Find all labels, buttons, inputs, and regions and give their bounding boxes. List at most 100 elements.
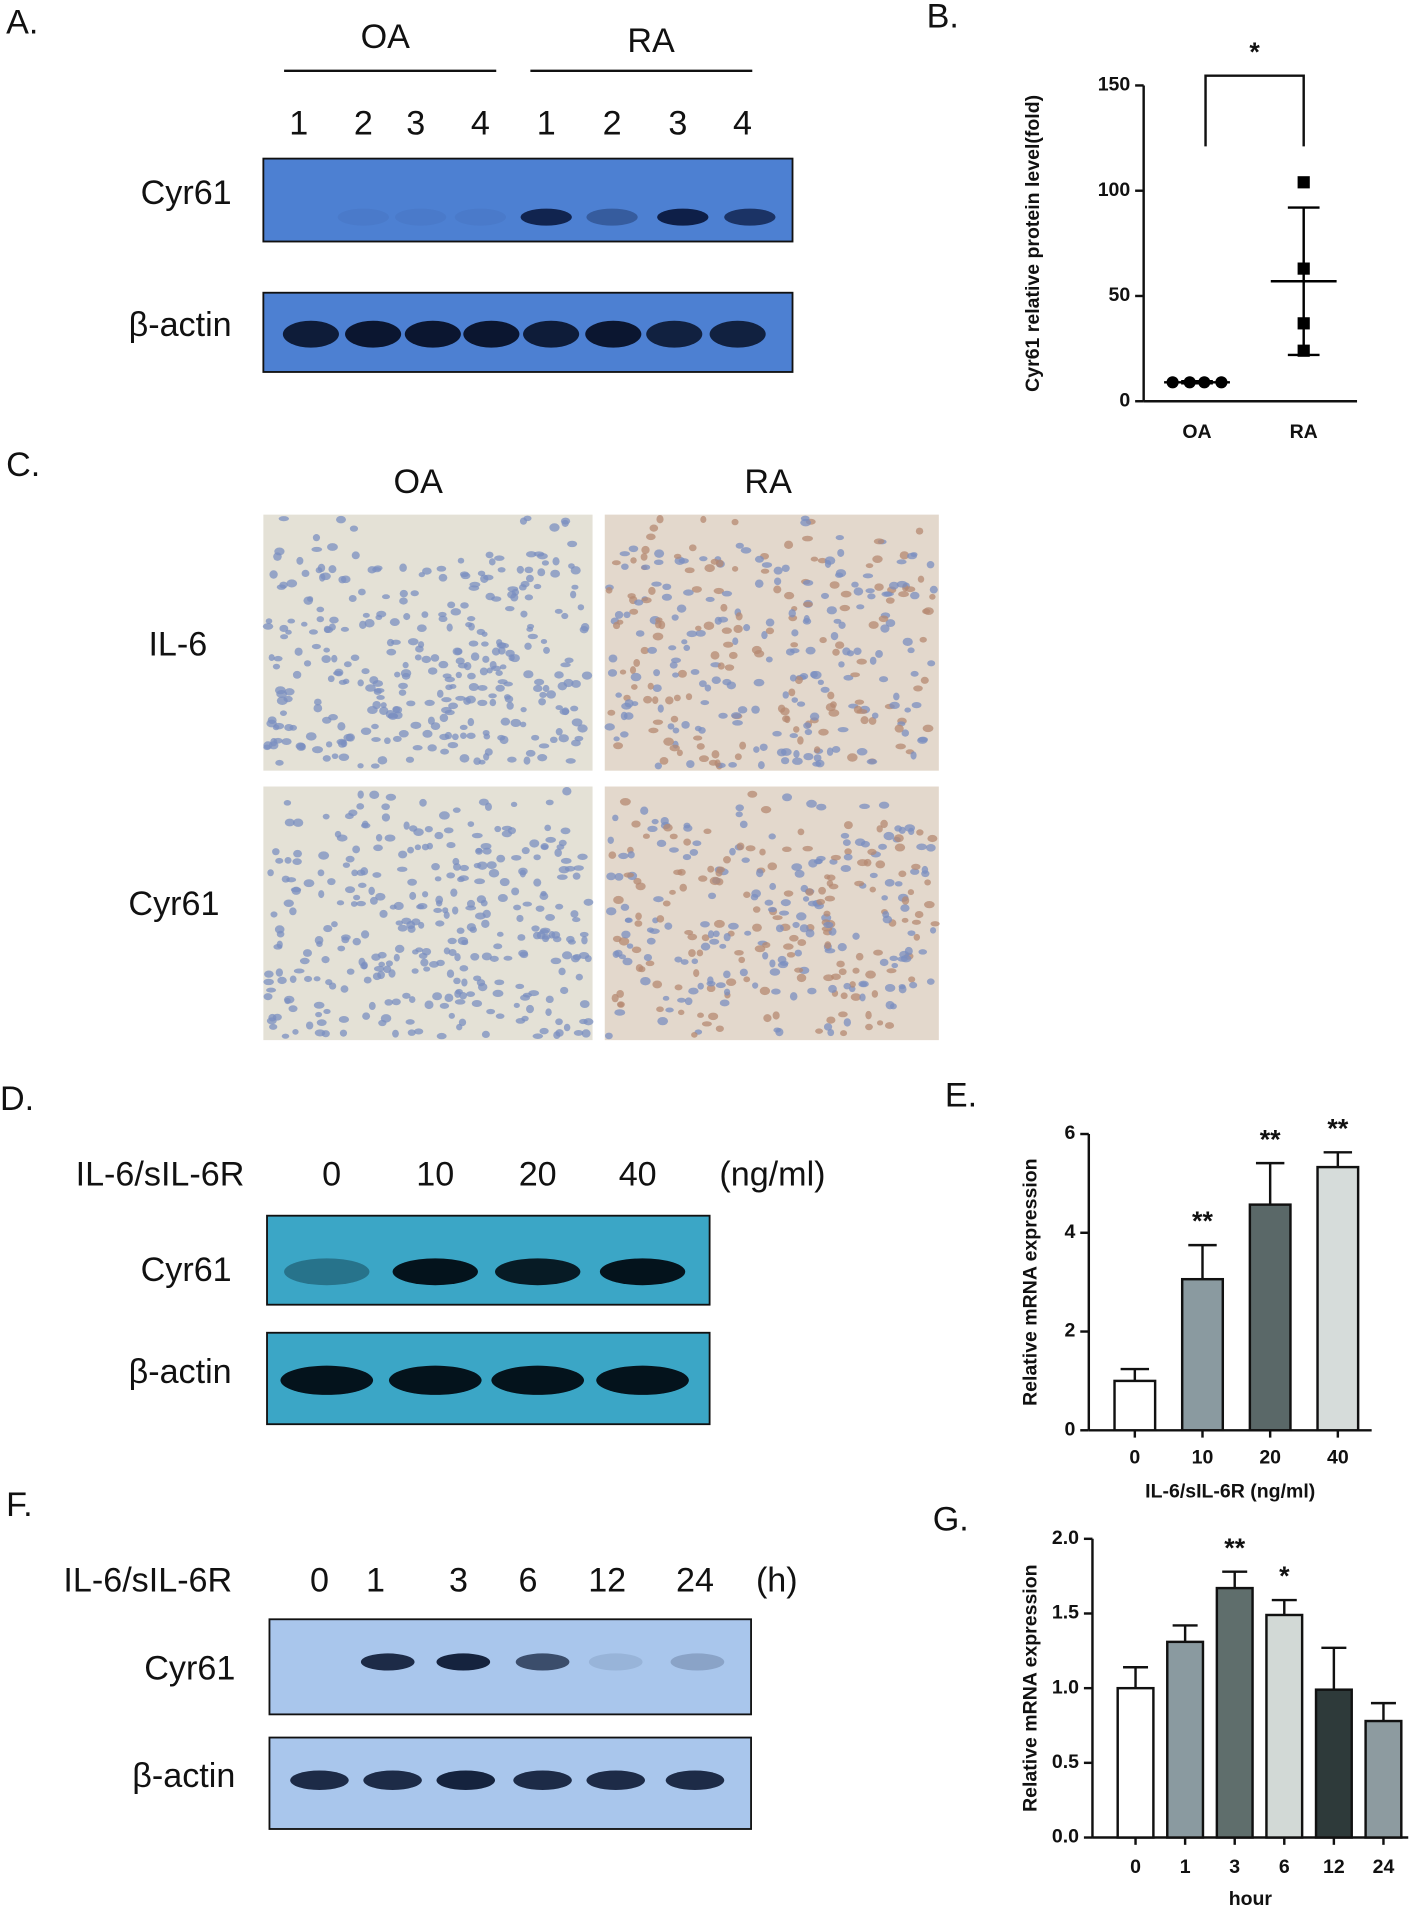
nucleus (802, 535, 813, 542)
nucleus (276, 940, 283, 949)
nucleus (477, 699, 488, 707)
nucleus (444, 993, 454, 1003)
nucleus (510, 718, 522, 728)
nucleus (509, 654, 520, 663)
nucleus (878, 843, 887, 850)
nucleus (474, 878, 486, 885)
nucleus (782, 846, 792, 853)
treatment-label: IL-6/sIL-6R (63, 1562, 232, 1600)
nucleus (499, 735, 509, 745)
nucleus (711, 676, 721, 685)
nucleus (410, 590, 419, 597)
nucleus (865, 970, 876, 979)
nucleus (837, 726, 849, 733)
nucleus (612, 950, 620, 958)
significance-label: ** (1224, 1533, 1245, 1563)
nucleus (679, 883, 687, 892)
nucleus (312, 746, 323, 754)
nucleus (377, 951, 387, 959)
nucleus (416, 624, 427, 632)
nucleus (683, 589, 694, 596)
nucleus (880, 624, 890, 633)
nucleus (552, 936, 562, 943)
nucleus (910, 670, 919, 677)
nucleus (646, 937, 656, 945)
dose-label: 10 (416, 1156, 454, 1194)
band (670, 1653, 725, 1671)
nucleus (837, 548, 845, 557)
nucleus (545, 995, 554, 1004)
nucleus (478, 759, 486, 765)
nucleus (411, 918, 421, 926)
nucleus (550, 569, 561, 578)
nucleus (544, 824, 552, 832)
nucleus (604, 1032, 613, 1040)
nucleus (572, 872, 581, 880)
nucleus (427, 667, 438, 675)
nucleus (489, 660, 497, 670)
nucleus (719, 943, 727, 949)
nucleus (723, 641, 734, 648)
nucleus (689, 849, 699, 856)
nucleus (898, 983, 906, 990)
nucleus (284, 818, 295, 827)
nucleus (443, 827, 454, 834)
nucleus (531, 734, 540, 741)
nucleus (369, 790, 380, 799)
nucleus (929, 927, 937, 934)
nucleus (316, 1019, 327, 1026)
nucleus (392, 705, 401, 713)
nucleus (865, 1023, 873, 1031)
nucleus (358, 588, 366, 596)
nucleus (817, 679, 824, 686)
error-bar (1222, 1570, 1248, 1589)
nucleus (265, 618, 273, 624)
nucleus (525, 551, 537, 558)
nucleus (499, 877, 510, 887)
nucleus (708, 1012, 719, 1021)
nucleus (532, 1033, 544, 1039)
nucleus (673, 553, 682, 559)
nucleus (777, 704, 786, 713)
nucleus (465, 621, 473, 628)
nucleus (452, 807, 461, 813)
nucleus (391, 639, 401, 645)
bar (1166, 1640, 1205, 1839)
band (665, 1770, 725, 1790)
nucleus (407, 878, 417, 886)
nucleus (285, 629, 292, 635)
nucleus (479, 667, 488, 676)
nucleus (438, 573, 448, 582)
nucleus (520, 706, 527, 713)
nucleus (384, 834, 396, 842)
nucleus (672, 727, 680, 734)
nucleus (389, 904, 397, 910)
nucleus (730, 712, 742, 719)
nucleus (878, 801, 890, 809)
nucleus (519, 869, 526, 878)
nucleus (281, 738, 292, 745)
nucleus (624, 699, 634, 708)
nucleus (805, 646, 816, 655)
nucleus (272, 848, 280, 856)
nucleus (564, 657, 574, 664)
nucleus (894, 881, 903, 887)
nucleus (506, 701, 514, 710)
nucleus (886, 968, 897, 974)
nucleus (780, 748, 792, 756)
nucleus (919, 636, 927, 643)
nucleus (313, 976, 321, 982)
nucleus (523, 515, 532, 522)
nucleus (697, 1012, 704, 1018)
nucleus (467, 672, 476, 680)
dose-label: 40 (619, 1156, 657, 1194)
nucleus (467, 718, 475, 727)
nucleus (792, 757, 803, 765)
nucleus (924, 901, 935, 909)
nucleus (732, 720, 743, 726)
band (395, 208, 447, 226)
nucleus (357, 679, 364, 687)
nucleus (629, 608, 639, 615)
nucleus (377, 756, 388, 765)
nucleus (698, 680, 707, 688)
